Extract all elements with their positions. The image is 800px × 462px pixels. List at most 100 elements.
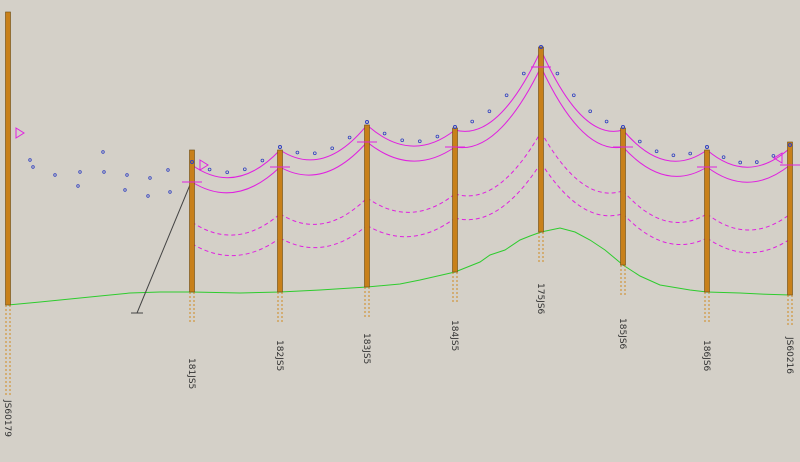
point-marker	[688, 151, 692, 156]
conductors	[191, 49, 791, 256]
pole-label: 185JS6	[617, 318, 627, 350]
sag-envelope-upper	[366, 193, 456, 213]
point-markers	[28, 71, 776, 198]
sag-envelope-upper	[622, 190, 708, 223]
point-marker	[76, 184, 80, 188]
pole	[452, 127, 458, 273]
point-marker	[604, 119, 609, 124]
point-marker	[470, 119, 475, 124]
sag-envelope-lower	[366, 217, 456, 238]
point-marker	[435, 134, 440, 139]
sag-envelope-upper	[279, 197, 368, 225]
insulator	[705, 145, 709, 149]
point-marker	[754, 160, 759, 164]
pole-label: JS60179	[2, 399, 12, 437]
point-marker	[53, 173, 57, 177]
point-marker	[555, 71, 560, 76]
point-marker	[295, 150, 300, 155]
insulator	[539, 45, 543, 49]
sag-envelope-lower	[622, 213, 708, 245]
pole	[189, 149, 195, 293]
pole-label: 175JS6	[535, 283, 545, 315]
marker-triangle	[15, 127, 25, 139]
point-marker	[771, 154, 776, 158]
sag-envelope-lower	[279, 225, 368, 249]
insulator	[190, 160, 194, 164]
point-marker	[243, 167, 247, 172]
pole-label: 184JS5	[449, 320, 459, 351]
pole	[620, 127, 626, 266]
point-marker	[123, 188, 127, 192]
pole-label: 186JS6	[701, 340, 711, 372]
poles: JS60179 181JS5 182JS5 183JS5 184JS5 175JS6 185…	[2, 11, 800, 437]
pole-label: 182JS5	[274, 340, 284, 371]
point-marker	[78, 170, 82, 174]
point-marker	[487, 109, 492, 114]
sag-envelope-lower	[454, 162, 542, 221]
upper-conductor	[191, 149, 281, 179]
sag-envelope-lower	[191, 237, 281, 256]
point-marker	[101, 150, 105, 154]
upper-conductor	[366, 124, 456, 147]
insulator	[621, 125, 625, 129]
lower-conductor	[191, 166, 281, 194]
lower-conductor	[706, 164, 791, 183]
point-marker	[347, 135, 352, 140]
point-marker	[102, 170, 106, 174]
sag-envelope-upper	[706, 213, 791, 231]
marker-triangle	[199, 159, 209, 171]
pole	[704, 149, 710, 293]
lower-conductor	[366, 141, 456, 162]
point-marker	[125, 173, 129, 177]
pole-label: 181JS5	[186, 358, 196, 389]
insulator	[788, 143, 792, 147]
point-marker	[571, 93, 576, 98]
point-marker	[671, 153, 676, 158]
point-marker	[28, 158, 32, 162]
sag-envelope-lower	[706, 237, 791, 254]
guy-wire	[136, 179, 193, 314]
point-marker	[207, 167, 212, 172]
insulator	[365, 120, 369, 124]
point-marker	[382, 131, 387, 136]
point-marker	[330, 146, 335, 151]
point-marker	[166, 168, 170, 172]
upper-conductor	[622, 129, 708, 162]
ground-line	[7, 227, 791, 306]
point-marker	[312, 151, 317, 156]
point-marker	[260, 158, 265, 163]
upper-conductor	[706, 147, 791, 168]
pole	[277, 149, 283, 293]
point-marker	[168, 190, 172, 194]
upper-conductor	[279, 124, 368, 161]
point-marker	[504, 93, 509, 98]
point-marker	[148, 176, 152, 180]
point-marker	[521, 71, 526, 76]
sag-envelope-lower	[540, 162, 624, 217]
sag-envelope-upper	[540, 131, 624, 194]
point-marker	[400, 138, 405, 143]
point-marker	[721, 155, 726, 159]
point-marker	[417, 139, 422, 144]
sag-envelope-upper	[191, 213, 281, 236]
point-marker	[31, 165, 35, 169]
lower-conductor	[622, 146, 708, 177]
marker-triangle	[773, 152, 783, 164]
point-marker	[738, 160, 742, 165]
pole	[5, 11, 11, 306]
pole	[364, 124, 370, 288]
point-marker	[588, 109, 592, 114]
insulator	[453, 125, 457, 129]
pole	[538, 46, 544, 233]
upper-conductor	[454, 49, 542, 132]
point-marker	[637, 139, 642, 144]
point-marker	[146, 194, 150, 198]
insulator	[278, 145, 282, 149]
pole-label: 183JS5	[361, 333, 371, 364]
pole	[787, 141, 793, 296]
point-marker	[225, 170, 230, 175]
pole-label: JS60216	[784, 336, 794, 374]
